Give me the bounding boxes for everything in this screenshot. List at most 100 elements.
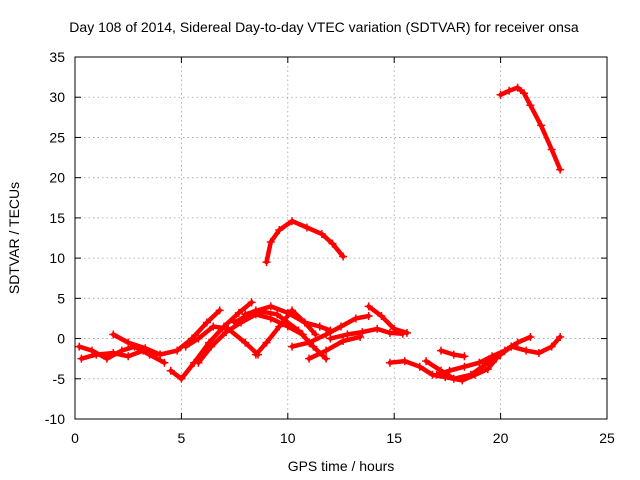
x-tick-label: 25 [599, 430, 615, 446]
data-point [466, 370, 475, 379]
data-point [273, 310, 282, 319]
data-point [547, 342, 556, 351]
data-point [449, 350, 458, 359]
data-point [513, 338, 522, 347]
data-point [102, 354, 111, 363]
data-point [109, 330, 118, 339]
data-point [496, 90, 505, 99]
data-point [209, 322, 218, 331]
data-point [302, 223, 311, 232]
axis-ticks: 0 5 10 15 20 25 -10 -5 0 5 10 15 20 25 30 35 [45, 49, 615, 446]
y-tick-label: 35 [49, 49, 65, 65]
data-point [358, 328, 367, 337]
grid-lines [75, 57, 607, 419]
data-point [537, 121, 546, 130]
y-tick-label: 30 [49, 89, 65, 105]
data-point [385, 358, 394, 367]
series-track-11 [305, 332, 365, 363]
data-point [328, 239, 337, 248]
series-track-10 [288, 312, 373, 351]
data-point [505, 86, 514, 95]
data-point [400, 357, 409, 366]
data-point [294, 326, 303, 335]
y-tick-label: -10 [45, 411, 65, 427]
series-line [498, 85, 563, 172]
x-tick-label: 20 [493, 430, 509, 446]
data-point [160, 358, 169, 367]
data-point [377, 312, 386, 321]
data-point [288, 342, 297, 351]
data-point [556, 332, 565, 341]
data-point [488, 352, 497, 361]
series-track-3 [109, 306, 224, 359]
data-point [205, 338, 214, 347]
x-tick-label: 5 [178, 430, 186, 446]
data-point [173, 346, 182, 355]
data-point [402, 328, 411, 337]
data-point [351, 314, 360, 323]
data-point [202, 318, 211, 327]
data-point [526, 101, 535, 110]
data-point [262, 258, 271, 267]
series-track-14 [262, 217, 348, 267]
x-axis-label: GPS time / hours [288, 458, 395, 474]
data-point [475, 358, 484, 367]
series-track-19 [507, 332, 565, 358]
data-point [124, 338, 133, 347]
data-point [207, 342, 216, 351]
data-point [390, 324, 399, 333]
series-line [111, 308, 222, 357]
data-point [526, 332, 535, 341]
y-tick-label: 0 [57, 331, 65, 347]
data-point [215, 306, 224, 315]
y-tick-label: -5 [53, 371, 66, 387]
data-point [194, 358, 203, 367]
x-tick-label: 0 [71, 430, 79, 446]
data-point [262, 338, 271, 347]
data-point [283, 308, 292, 317]
data-point [385, 328, 394, 337]
data-point [343, 330, 352, 339]
data-point [266, 302, 275, 311]
data-point [251, 350, 260, 359]
series-line [264, 218, 346, 265]
series-line [366, 304, 410, 336]
data-point [364, 312, 373, 321]
y-tick-label: 10 [49, 250, 65, 266]
data-point [445, 366, 454, 375]
data-point [500, 346, 509, 355]
data-point [166, 366, 175, 375]
data-point [77, 354, 86, 363]
x-tick-label: 15 [386, 430, 402, 446]
x-tick-label: 10 [280, 430, 296, 446]
series-line [183, 324, 261, 357]
data-point [337, 322, 345, 331]
data-series [75, 83, 565, 385]
data-point [305, 354, 314, 363]
data-point [322, 346, 331, 355]
data-point [483, 365, 492, 374]
data-point [92, 350, 101, 359]
data-point [507, 342, 516, 351]
data-point [141, 344, 150, 353]
data-point [315, 322, 324, 331]
data-point [460, 362, 469, 371]
data-point [224, 324, 233, 333]
data-point [194, 334, 203, 343]
plot-frame [74, 56, 608, 420]
series-track-18 [437, 346, 469, 361]
data-point [520, 89, 529, 98]
data-point [339, 252, 348, 261]
data-point [305, 338, 314, 347]
data-point [230, 318, 239, 327]
data-point [437, 346, 446, 355]
data-point [339, 336, 348, 345]
y-tick-label: 15 [49, 210, 65, 226]
data-point [247, 298, 256, 307]
y-tick-label: 5 [57, 290, 65, 306]
series-track-20 [496, 83, 565, 174]
data-point [275, 322, 284, 331]
data-point [422, 357, 431, 366]
data-point [373, 324, 382, 333]
